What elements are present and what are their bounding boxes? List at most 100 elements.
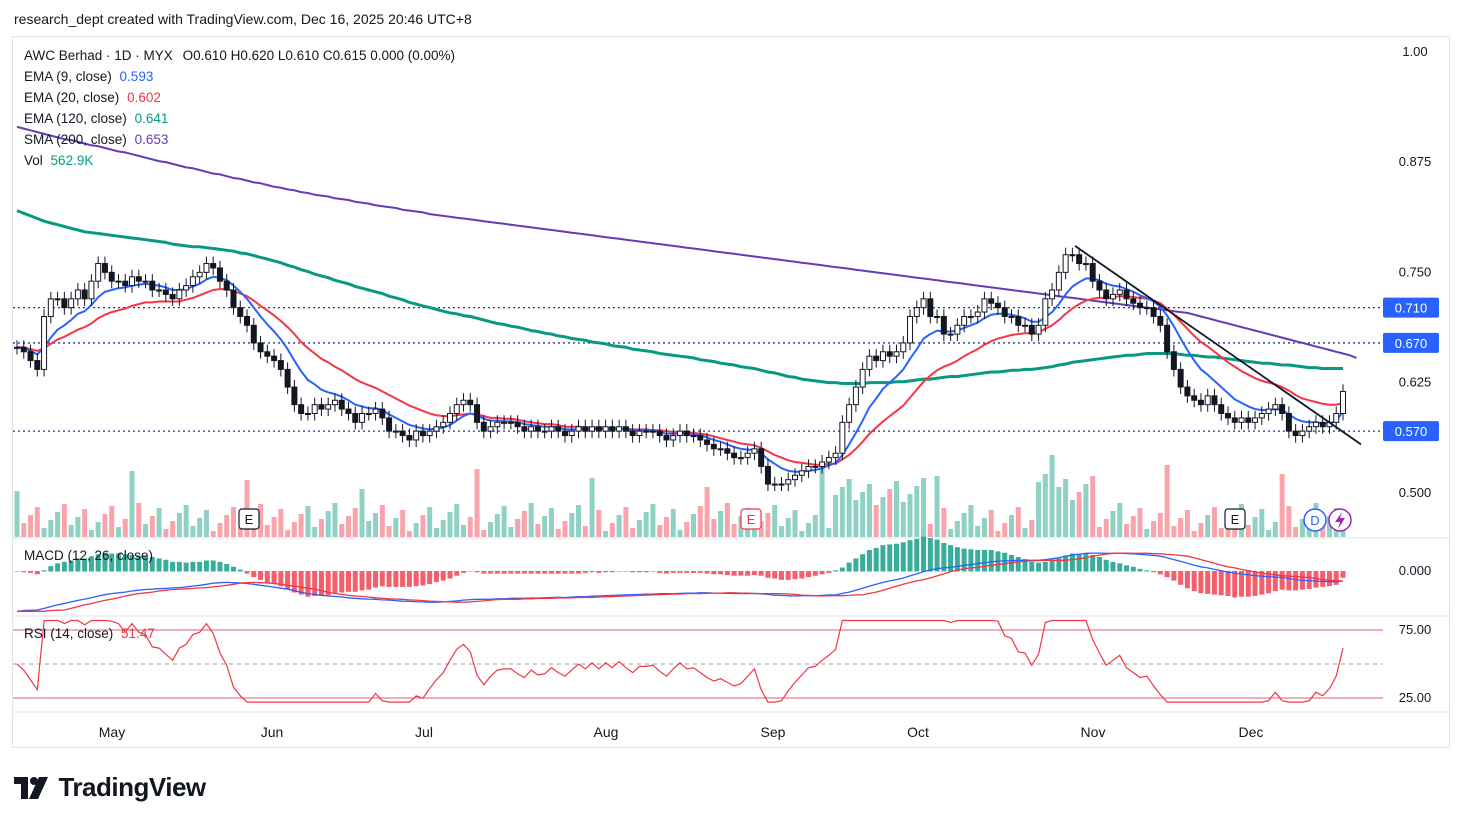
candle-body <box>724 448 731 454</box>
volume-bar <box>1340 529 1346 537</box>
candle-body <box>20 346 27 353</box>
candle-body <box>359 413 366 423</box>
volume-bar <box>758 521 764 537</box>
legend-ema9-value: 0.593 <box>119 69 154 84</box>
candle-body <box>697 435 704 441</box>
candle-body <box>487 426 494 432</box>
volume-bar <box>806 523 812 537</box>
candle-body <box>636 430 643 437</box>
volume-bar <box>176 513 182 537</box>
candle-body <box>169 293 176 300</box>
candle-body <box>528 426 535 432</box>
macd-histogram-bar <box>481 571 487 574</box>
candle-body <box>994 302 1001 309</box>
volume-bar <box>217 523 223 537</box>
legend-ema9[interactable]: EMA (9, close) 0.593 <box>24 66 455 87</box>
volume-bar <box>1096 527 1102 537</box>
macd-histogram-bar <box>190 561 196 572</box>
volume-bar <box>866 484 872 537</box>
candle-body <box>1055 271 1062 291</box>
legend-sma200[interactable]: SMA (200, close) 0.653 <box>24 129 455 150</box>
candle-body <box>291 386 298 406</box>
legend-volume[interactable]: Vol 562.9K <box>24 150 455 171</box>
macd-histogram-bar <box>1245 571 1251 597</box>
volume-bar <box>772 505 778 537</box>
candle-body <box>1103 289 1110 300</box>
candle-body <box>541 430 548 433</box>
x-axis-label: Jul <box>415 724 433 740</box>
candle-body <box>758 448 765 467</box>
macd-label: MACD (12, 26, close) <box>24 548 154 563</box>
symbol-name[interactable]: AWC Berhad · 1D · MYX <box>24 48 173 63</box>
candle-body <box>1197 399 1204 406</box>
candle-body <box>940 315 947 335</box>
candle-body <box>521 426 528 432</box>
macd-histogram-bar <box>474 571 480 573</box>
candle-body <box>135 276 142 282</box>
y-axis-tick: 0.625 <box>1399 375 1432 390</box>
macd-histogram-bar <box>1124 565 1130 572</box>
chart-frame[interactable]: 1.00 0.875 0.750 0.625 0.500 0.710 0.670 0.570 E… <box>12 36 1450 748</box>
volume-bar <box>1320 524 1326 537</box>
candle-body <box>548 426 555 432</box>
macd-histogram-bar <box>1252 571 1258 596</box>
tradingview-logo[interactable]: TradingView <box>14 772 206 802</box>
candle-body <box>1015 315 1022 326</box>
volume-bar <box>420 515 426 537</box>
candle-body <box>1062 254 1069 273</box>
macd-histogram-bar <box>440 571 446 581</box>
macd-histogram-bar <box>880 545 886 572</box>
symbol-row[interactable]: AWC Berhad · 1D · MYX O0.610 H0.620 L0.6… <box>24 45 455 66</box>
macd-histogram-bar <box>806 571 812 578</box>
macd-histogram-bar <box>1036 562 1042 572</box>
macd-histogram-bar <box>528 571 534 574</box>
macd-histogram-bar <box>318 571 324 596</box>
macd-histogram-bar <box>1103 559 1109 572</box>
volume-bar <box>1130 516 1136 537</box>
macd-histogram-bar <box>603 571 609 573</box>
candle-body <box>467 399 474 406</box>
macd-histogram-bar <box>697 571 703 573</box>
candle-body <box>575 426 582 432</box>
candle-body <box>555 426 562 432</box>
price-chart[interactable]: 1.00 0.875 0.750 0.625 0.500 0.710 0.670 0.570 E… <box>13 37 1449 747</box>
candle-body <box>1258 413 1265 419</box>
volume-bar <box>833 495 839 537</box>
candle-body <box>1272 404 1279 410</box>
macd-axis-tick: 0.000 <box>1399 563 1432 578</box>
candle-body <box>1028 324 1035 335</box>
candle-body <box>230 289 237 309</box>
volume-bar <box>636 520 642 537</box>
volume-bar <box>258 504 264 537</box>
volume-bar <box>1137 508 1143 537</box>
candle-body <box>656 430 663 437</box>
volume-bar <box>1015 507 1021 537</box>
macd-histogram-bar <box>467 571 473 572</box>
macd-histogram-bar <box>1056 558 1062 572</box>
macd-histogram-bar <box>1144 570 1150 572</box>
macd-histogram-bar <box>711 571 717 575</box>
legend-ema20[interactable]: EMA (20, close) 0.602 <box>24 87 455 108</box>
volume-bar <box>1205 515 1211 537</box>
volume-bar <box>1103 519 1109 537</box>
candle-body <box>413 430 420 441</box>
dividend-marker <box>1303 508 1327 532</box>
macd-histogram-bar <box>406 571 412 587</box>
candle-body <box>710 443 717 450</box>
volume-bar <box>488 522 494 537</box>
candle-body <box>737 457 744 460</box>
candle-body <box>1184 386 1191 397</box>
macd-histogram-bar <box>1259 571 1265 595</box>
macd-histogram-bar <box>1293 571 1299 591</box>
candle-body <box>731 452 738 459</box>
macd-legend[interactable]: MACD (12, 26, close) <box>24 548 153 563</box>
candle-body <box>156 289 163 292</box>
legend-ema120[interactable]: EMA (120, close) 0.641 <box>24 108 455 129</box>
candle-body <box>27 351 34 362</box>
macd-histogram-bar <box>562 571 568 574</box>
rsi-legend[interactable]: RSI (14, close) 51.47 <box>24 626 155 641</box>
volume-bar <box>887 489 893 537</box>
volume-bar <box>1279 474 1285 537</box>
candle-body <box>961 315 968 326</box>
volume-bar <box>1042 474 1048 537</box>
